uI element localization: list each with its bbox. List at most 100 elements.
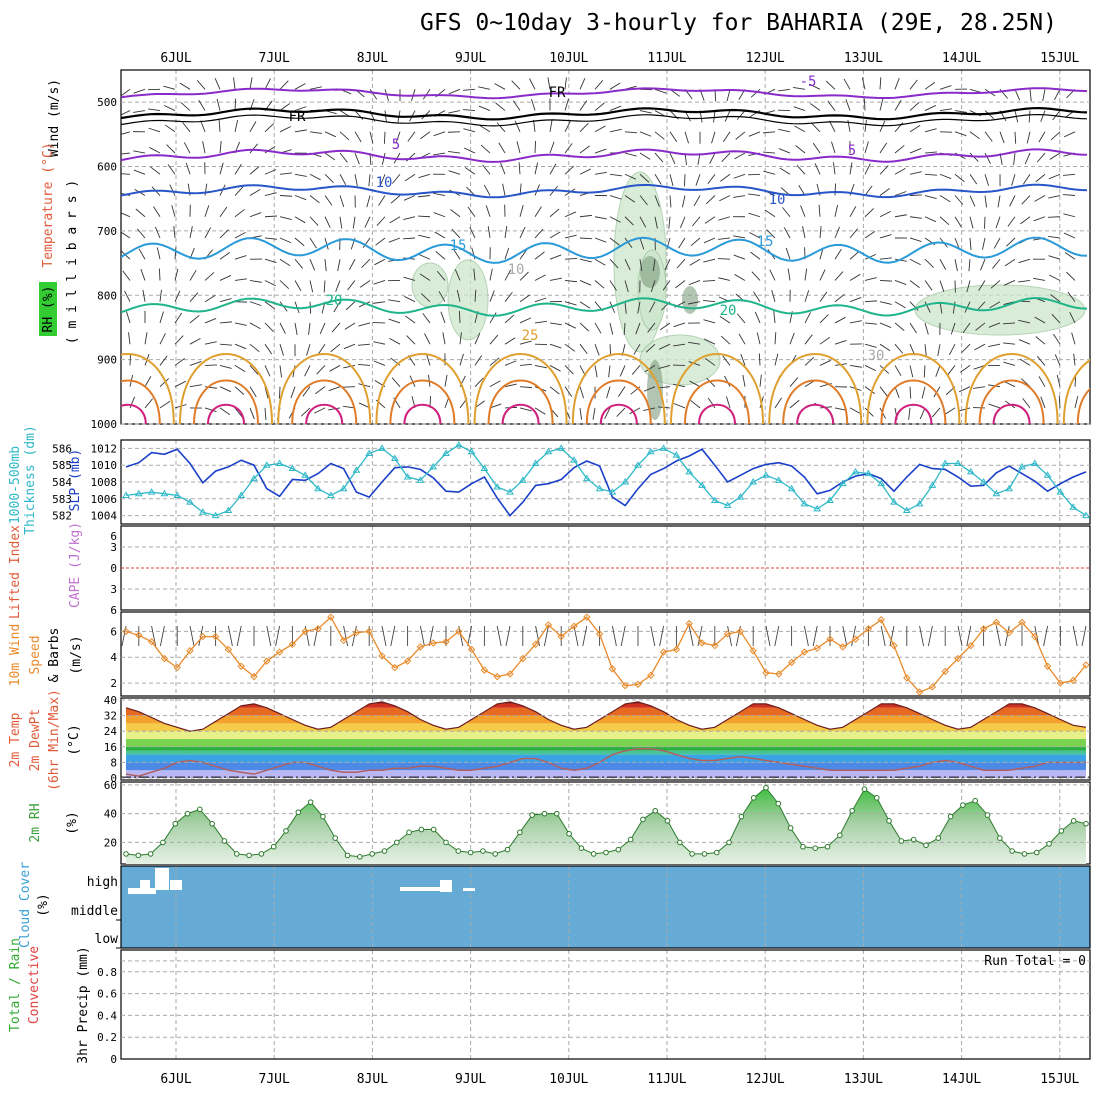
wind-barb-10m (620, 625, 626, 647)
wind-speed-point (365, 627, 373, 636)
wind-barb (733, 254, 746, 260)
rh-point (824, 843, 831, 850)
wind-barb (358, 343, 371, 346)
wind-barb (300, 407, 311, 417)
rh-point (837, 832, 843, 839)
wind-barb (849, 228, 858, 239)
wind-barb (680, 216, 686, 229)
wind-barb (773, 310, 776, 323)
wind-barb (495, 102, 506, 111)
wind-barb (390, 195, 401, 204)
temp-ytick: 40 (104, 694, 117, 707)
wind-barb (279, 126, 291, 133)
wind-barb (939, 216, 950, 226)
wind-barb (219, 298, 232, 303)
wind-barb (688, 341, 701, 345)
wind-barb (659, 322, 671, 331)
wind-barb (354, 152, 360, 165)
wind-barb (968, 259, 971, 272)
date-label-top: 11JUL (647, 51, 686, 66)
wind-barb (609, 195, 622, 200)
wind-barb (179, 82, 191, 90)
wind-barb (459, 332, 462, 345)
wind-barb (219, 364, 232, 369)
wind-barb (419, 273, 431, 281)
wind-barb (264, 365, 271, 377)
wind-barb (947, 365, 956, 376)
wind-barb-10m (1043, 625, 1049, 647)
wind-barb-10m (688, 625, 694, 647)
wind-barb (819, 359, 832, 366)
rh-point (738, 813, 745, 820)
wind-barb (924, 128, 937, 133)
wind-barb (202, 141, 206, 154)
rh-point (443, 839, 449, 846)
wind-barb (849, 273, 861, 281)
wind-barb (456, 289, 461, 302)
date-label-bottom: 7JUL (259, 1072, 290, 1087)
thickness-point (877, 479, 886, 487)
wind-speed-point (928, 683, 937, 691)
thickness-point (749, 478, 758, 485)
wind-barb (795, 145, 806, 154)
wind-barb (189, 361, 202, 366)
thickness-point (685, 467, 694, 475)
thickness-point (659, 444, 668, 451)
sounding-plot (121, 77, 1090, 424)
wind-speed-point (275, 648, 284, 656)
wind-barb (764, 209, 776, 218)
wind-barb (819, 314, 829, 324)
wind-barb (864, 119, 867, 132)
slp-ytick: 1006 (91, 493, 118, 506)
wind-barb (819, 336, 831, 345)
wind-barb-10m (957, 625, 963, 647)
wind-speed-point (288, 640, 297, 649)
wind-barb (450, 209, 461, 218)
thickness-point (518, 476, 527, 483)
wind-barb (504, 360, 517, 366)
wind-barb (644, 365, 656, 373)
wind-barb (549, 141, 555, 154)
wind-barb (879, 210, 891, 218)
wind-barb (1019, 358, 1031, 366)
wind-barb (1029, 89, 1032, 102)
wind-barb (959, 365, 971, 373)
wind-barb (924, 82, 936, 90)
wind-barb-10m (927, 625, 933, 647)
wind-speed-point (544, 621, 553, 629)
wind-barb (861, 77, 866, 90)
wind-barb (635, 322, 641, 335)
wind-barb (629, 407, 641, 415)
wind-barb-10m (582, 625, 588, 647)
wind-barb (511, 80, 521, 90)
wind-barb (420, 131, 431, 140)
wind-barb (519, 363, 532, 366)
temp-band (126, 746, 1086, 751)
wind-speed-point (826, 635, 834, 643)
wind-barb (668, 216, 671, 229)
wind-barb (436, 270, 446, 281)
wind-barb (719, 316, 731, 324)
panel-sounding (120, 69, 1091, 425)
wind-barb (189, 337, 201, 345)
wind-barb (519, 386, 532, 389)
wind-barb (969, 237, 972, 250)
ylabel-ms: (m/s) (69, 635, 84, 674)
wind-barb (133, 169, 146, 175)
cloud-high-patch (440, 880, 452, 892)
wind-barb (952, 301, 956, 314)
ylabel-rh: RH (%) (41, 286, 56, 333)
wind-barb (264, 280, 276, 287)
isotherm-bubble (571, 353, 666, 424)
wind-barb (519, 249, 528, 260)
wind-barb (1056, 374, 1061, 387)
wind-barb (189, 269, 197, 281)
thickness-point (1018, 462, 1026, 470)
rh-point (492, 851, 499, 857)
cloud-cover-fill (121, 866, 1090, 948)
wind-barb-10m (505, 625, 511, 647)
wind-barb (234, 322, 247, 326)
wind-barb-10m (727, 625, 733, 647)
thickness-point (186, 498, 194, 505)
wind-barb (1048, 236, 1061, 239)
